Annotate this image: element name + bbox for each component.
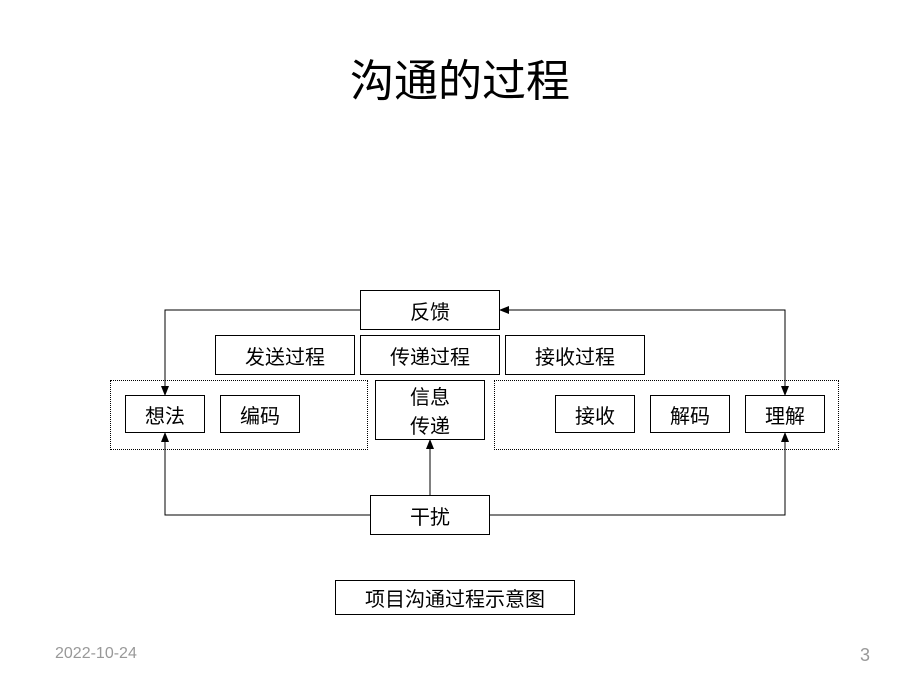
footer-page-number: 3 (860, 645, 870, 666)
node-idea: 想法 (125, 395, 205, 433)
page-title: 沟通的过程 (0, 45, 920, 109)
node-label: 编码 (240, 400, 280, 429)
footer-date: 2022-10-24 (55, 645, 137, 663)
node-decode: 解码 (650, 395, 730, 433)
diagram-caption: 项目沟通过程示意图 (335, 580, 575, 615)
node-label: 解码 (670, 400, 710, 429)
node-label: 传递过程 (390, 341, 470, 370)
node-label: 反馈 (410, 296, 450, 325)
node-encode: 编码 (220, 395, 300, 433)
node-receive: 接收 (555, 395, 635, 433)
node-understand: 理解 (745, 395, 825, 433)
node-feedback: 反馈 (360, 290, 500, 330)
node-label: 想法 (145, 400, 185, 429)
node-label: 信息 传递 (410, 381, 450, 439)
node-transmit-process: 传递过程 (360, 335, 500, 375)
node-label: 发送过程 (245, 341, 325, 370)
node-label: 接收 (575, 400, 615, 429)
node-receive-process: 接收过程 (505, 335, 645, 375)
node-send-process: 发送过程 (215, 335, 355, 375)
node-info-transfer: 信息 传递 (375, 380, 485, 440)
caption-label: 项目沟通过程示意图 (365, 583, 545, 612)
node-label: 理解 (765, 400, 805, 429)
node-label: 接收过程 (535, 341, 615, 370)
node-label: 干扰 (410, 501, 450, 530)
node-noise: 干扰 (370, 495, 490, 535)
